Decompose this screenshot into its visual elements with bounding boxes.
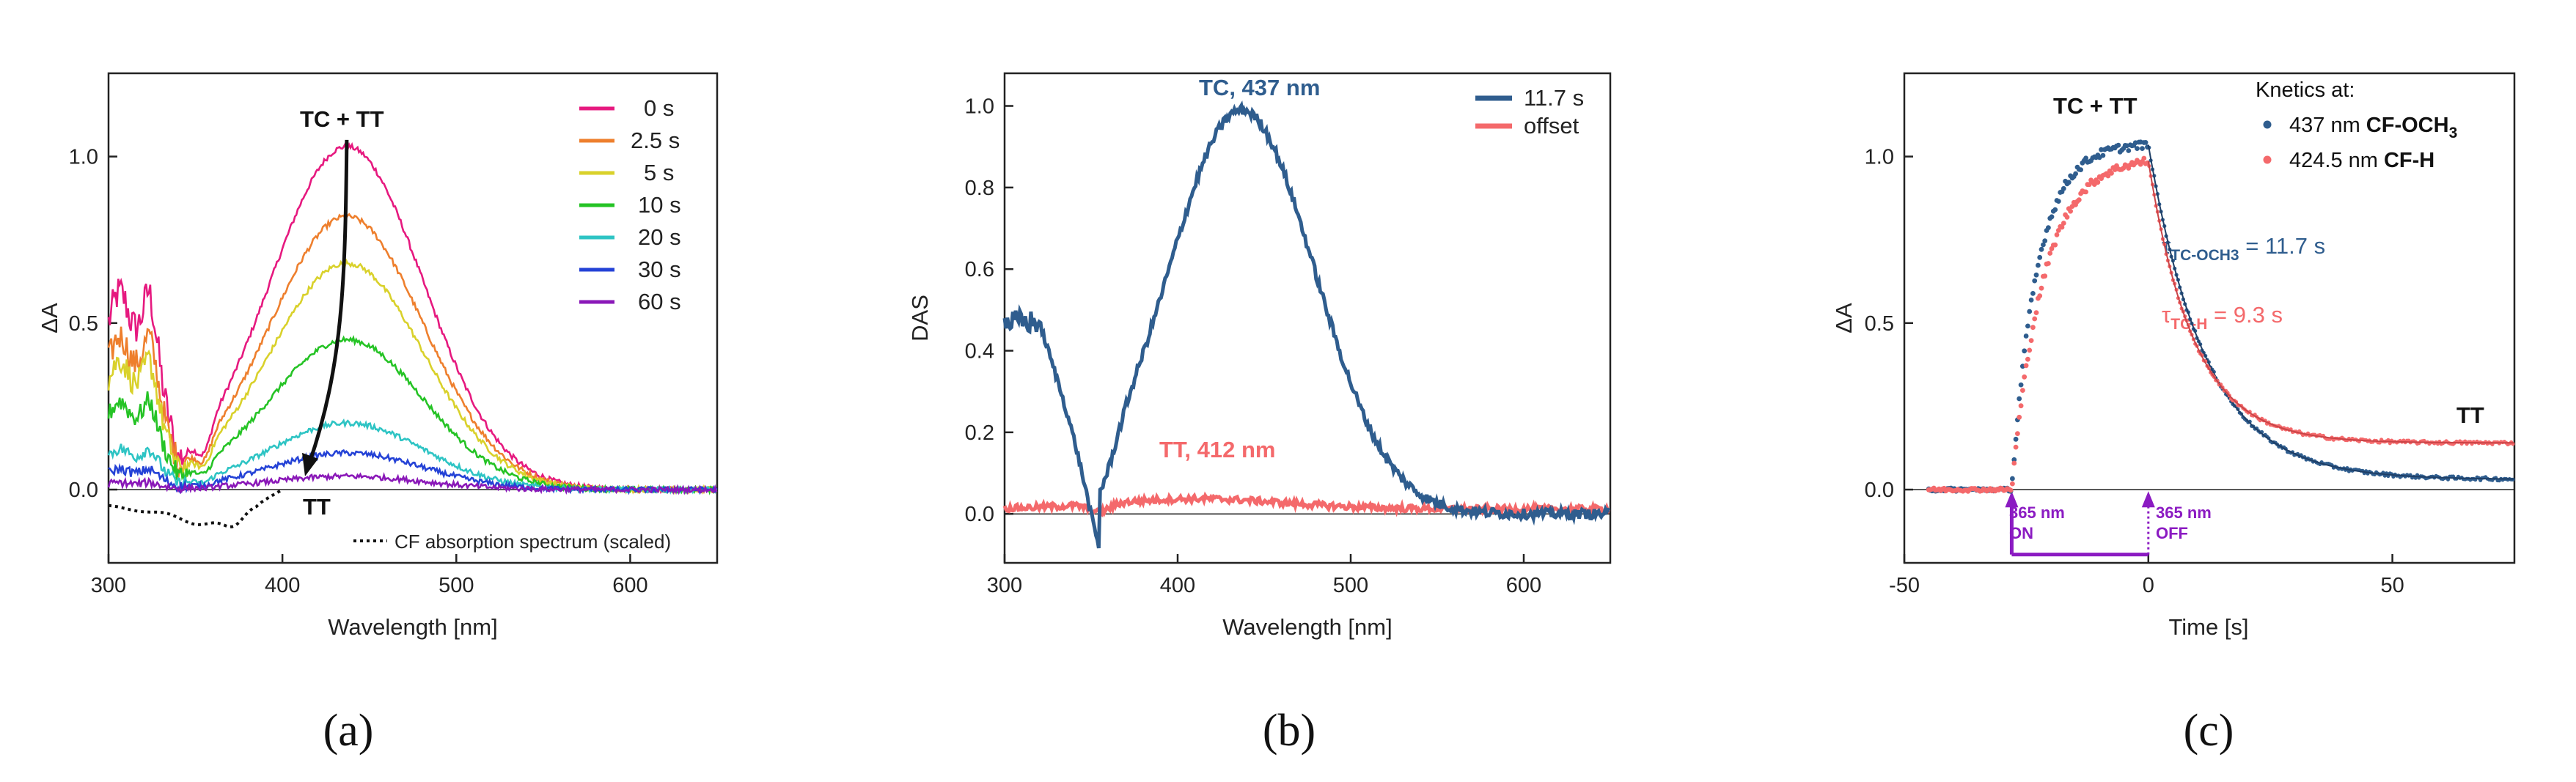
panel-c-annotation-tau-h: τTC-H = 9.3 s [2162, 302, 2283, 333]
panel-c-uv-on-arrow-head [2005, 491, 2019, 508]
panel-a-annotation-tt: TT [303, 494, 331, 520]
panel-b-ytick-label: 0.0 [965, 503, 994, 526]
panel-b-xtick-label: 500 [1333, 574, 1368, 597]
panel-c-uv-on-wavelength: 365 nm [2009, 503, 2065, 522]
panel-a-legend: 0 s 2.5 s 5 s 10 s 20 s 30 s 60 s CF abs… [353, 95, 681, 553]
panel-b-legend-label-offset: offset [1524, 113, 1579, 139]
panel-b-offset-line [1002, 491, 1610, 518]
panel-c-xlabel: Time [s] [2168, 614, 2248, 640]
panel-a-xtick-label: 400 [265, 574, 300, 597]
panel-c-xtick-label: -50 [1889, 574, 1920, 597]
panel-c-legend-compound-och3: CF-OCH [2366, 114, 2449, 137]
panel-a-legend-label-5s: 5 s [644, 160, 674, 185]
panel-a-legend-label-10s: 10 s [638, 192, 681, 218]
panel-a-legend-label-60s: 60 s [638, 289, 681, 314]
panel-a-legend-label-cf: CF absorption spectrum (scaled) [395, 531, 671, 553]
panel-c-legend: Knetics at: 437 nm CF-OCH3 424.5 nm CF-H [2256, 78, 2457, 172]
panel-b-legend-label-11-7s: 11.7 s [1524, 85, 1584, 111]
panel-c-uv-markers [2005, 491, 2155, 557]
panel-c-uv-off-state: OFF [2156, 524, 2188, 542]
panel-label-b: (b) [1263, 706, 1315, 756]
panel-a-ytick-label: 1.0 [69, 146, 98, 169]
panel-b-ylabel: DAS [907, 295, 933, 342]
panel-c-annotation-tau-och3: τTC-OCH3 = 11.7 s [2162, 233, 2325, 264]
panel-b-plot-frame [1003, 72, 1612, 564]
panel-c-uv-off-arrow-head [2141, 491, 2155, 508]
panel-label-a: (a) [323, 706, 374, 756]
panel-a-spectrum-60-s [107, 471, 718, 495]
panel-c-fit-line-och3 [2147, 144, 2514, 480]
panel-a-spectrum-0-s [107, 141, 718, 495]
panel-b-xlabel: Wavelength [nm] [1222, 614, 1392, 640]
panel-a-series-group [107, 139, 718, 528]
panel-b-annotation-tt: TT, 412 nm [1159, 437, 1276, 462]
panel-c-uv-on-state: ON [2009, 524, 2033, 542]
panel-a-legend-label-30s: 30 s [638, 257, 681, 282]
panel-a-xlabel: Wavelength [nm] [328, 614, 497, 640]
panel-a-ylabel: ΔA [37, 303, 62, 333]
panel-a-xtick-label: 500 [438, 574, 474, 597]
panel-c-plot-frame [1903, 72, 2516, 564]
panel-a-ytick-label: 0.5 [69, 312, 98, 336]
panel-b-ytick-label: 0.2 [965, 421, 994, 445]
panel-b-ytick-label: 0.6 [965, 258, 994, 281]
panel-a-xtick-label: 300 [91, 574, 126, 597]
panel-a-decay-arrow-shaft [307, 139, 349, 464]
panel-a-legend-label-2-5s: 2.5 s [631, 128, 680, 153]
panel-c-fit-line-h [2147, 161, 2514, 444]
panel-a-annotation-tc-tt: TC + TT [300, 106, 384, 132]
panel-a-spectrum-5-s [107, 258, 718, 495]
panel-a: 300 400 500 600 0.0 0.5 1.0 Wavelength [nm] ΔA… [37, 72, 719, 756]
panel-c-ylabel: ΔA [1831, 303, 1857, 333]
panel-c: -50 0 50 0.0 0.5 1.0 Time [s] ΔA Knetics at: … [1831, 72, 2516, 756]
panel-b-ytick-label: 1.0 [965, 95, 994, 119]
panel-c-legend-label-och3: 437 nm CF-OCH3 [2289, 114, 2457, 141]
panel-b-legend: 11.7 s offset [1475, 85, 1584, 139]
panel-c-annotation-tt: TT [2456, 402, 2484, 428]
panel-b-xtick-label: 600 [1506, 574, 1541, 597]
panel-b-xtick-label: 300 [987, 574, 1022, 597]
panel-label-c: (c) [2184, 706, 2234, 756]
panel-c-xtick-label: 0 [2143, 574, 2154, 597]
panel-c-legend-subscript-och3: 3 [2449, 125, 2458, 141]
panel-a-decay-arrow-head [301, 452, 318, 476]
panel-c-legend-marker-och3 [2263, 120, 2272, 129]
panel-a-cf-absorption-line [108, 488, 284, 528]
panel-a-spectrum-20-s [107, 418, 718, 495]
panel-b-xtick-label: 400 [1160, 574, 1195, 597]
panel-a-spectrum-30-s [108, 449, 718, 495]
panel-a-legend-label-0s: 0 s [644, 95, 674, 121]
panel-c-annotation-tc-tt: TC + TT [2053, 93, 2138, 119]
panel-b-tc-line [1002, 100, 1611, 549]
panel-b-annotation-tc: TC, 437 nm [1199, 75, 1320, 100]
panel-c-ytick-label: 1.0 [1865, 146, 1894, 169]
panel-c-legend-wavelength-h: 424.5 nm [2289, 149, 2378, 172]
panel-c-series-group [1904, 139, 2515, 494]
panel-b-ytick-label: 0.8 [965, 177, 994, 200]
panel-c-ytick-label: 0.0 [1865, 479, 1894, 502]
panel-c-xtick-label: 50 [2380, 574, 2404, 597]
panel-c-legend-marker-h [2263, 155, 2272, 164]
panel-b-ytick-label: 0.4 [965, 340, 994, 364]
panel-c-ytick-label: 0.5 [1865, 312, 1894, 336]
panel-a-legend-label-20s: 20 s [638, 224, 681, 250]
panel-c-uv-off-wavelength: 365 nm [2156, 503, 2212, 522]
panel-a-spectrum-10-s [107, 334, 718, 495]
panel-c-legend-title: Knetics at: [2256, 78, 2355, 102]
panel-a-ytick-label: 0.0 [69, 479, 98, 502]
panel-c-legend-wavelength-och3: 437 nm [2289, 114, 2360, 137]
panel-b: 300 400 500 600 0.0 0.2 0.4 0.6 0.8 1.0 Wavelengt… [907, 72, 1612, 756]
panel-b-series-group [1002, 100, 1611, 549]
panel-c-legend-label-h: 424.5 nm CF-H [2289, 149, 2434, 172]
panel-a-xtick-label: 600 [612, 574, 647, 597]
panel-c-legend-compound-h: CF-H [2384, 149, 2434, 172]
